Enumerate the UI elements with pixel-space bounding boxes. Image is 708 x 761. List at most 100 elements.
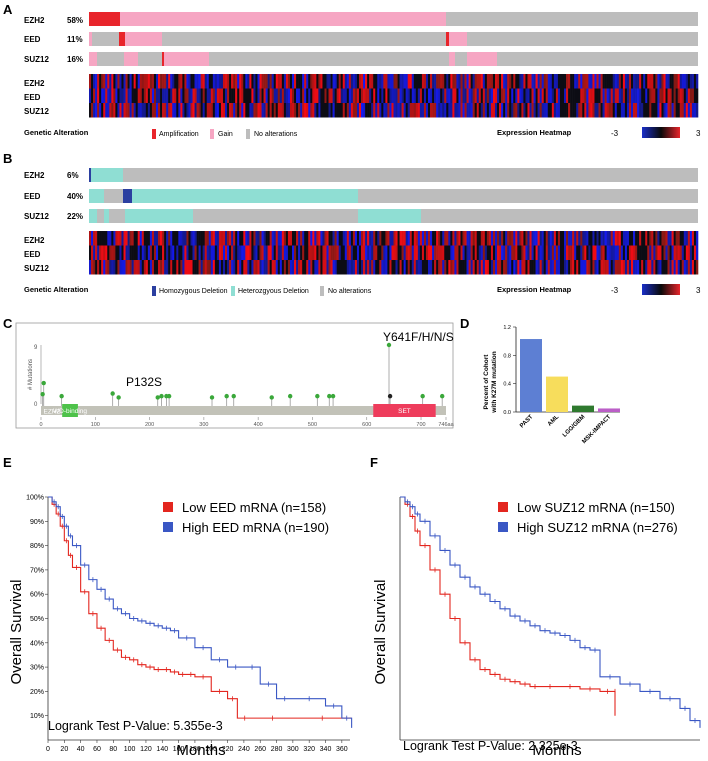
heatmap-cell — [438, 88, 441, 103]
panel-e: E Overall Survival Months 10%20%30%40%50… — [3, 455, 353, 759]
heatmap-cell — [411, 74, 415, 89]
heatmap-cell — [598, 103, 601, 118]
heatmap-cell — [458, 103, 461, 118]
legend-swatch-heterozygous-deletion — [231, 286, 235, 296]
heatmap-cell — [499, 74, 502, 89]
heatmap-cell — [616, 103, 620, 118]
heatmap-cell — [428, 103, 431, 118]
km-y-tick-label: 10% — [30, 713, 44, 720]
heatmap-cell — [411, 231, 415, 246]
heatmap-cell — [691, 245, 695, 260]
heatmap-cell — [257, 88, 260, 103]
heatmap-cell — [109, 74, 112, 89]
heatmap-cell — [669, 88, 672, 103]
heatmap-cell — [391, 74, 394, 89]
heatmap-cell — [251, 231, 254, 246]
heatmap-cell — [413, 74, 417, 89]
heatmap-cell — [300, 103, 303, 118]
heatmap-cell — [192, 245, 195, 260]
heatmap-cell — [691, 74, 695, 89]
heatmap-cell — [432, 88, 435, 103]
heatmap-cell — [247, 260, 250, 275]
heatmap-cell — [267, 74, 270, 89]
heatmap-cell — [352, 231, 356, 246]
heatmap-cell — [377, 231, 380, 246]
heatmap-cell — [484, 260, 488, 275]
heatmap-cell — [472, 231, 475, 246]
km-e-legend-swatch-high — [163, 522, 173, 532]
heatmap-cell — [289, 103, 293, 118]
heatmap-cell — [348, 245, 352, 260]
heatmap-cell — [482, 74, 486, 89]
heatmap-cell — [310, 74, 313, 89]
x-tick-label: 746aa — [438, 422, 454, 428]
heatmap-cell — [172, 260, 175, 275]
oncoprint-eed-gain — [89, 32, 92, 46]
heatmap-cell — [89, 231, 92, 246]
heatmap-cell — [639, 231, 642, 246]
lollipop-head — [209, 395, 215, 400]
heatmap-cell — [119, 245, 122, 260]
oncoprint-b — [89, 168, 698, 223]
heatmap-cell — [505, 231, 508, 246]
heatmap-cell — [300, 74, 303, 89]
heatmap-cell — [501, 103, 504, 118]
km-y-tick-label: 100% — [26, 495, 44, 502]
heatmap-cell — [687, 103, 691, 118]
heatmap-cell — [312, 103, 315, 118]
heatmap-cell — [586, 231, 589, 246]
heatmap-cell — [375, 74, 378, 89]
heatmap-cell — [229, 103, 232, 118]
heatmap-cell — [239, 88, 242, 103]
heatmap-cell — [462, 74, 465, 89]
heatmap-cell — [356, 260, 360, 275]
heatmap-cell — [622, 245, 626, 260]
heatmap-cell — [633, 245, 636, 260]
heatmap-cell — [265, 103, 268, 118]
heatmap-cell — [381, 260, 384, 275]
heatmap-cell — [139, 103, 143, 118]
heatmap-cell — [247, 245, 250, 260]
oncoprint-eed-amplification — [119, 32, 125, 46]
heatmap-cell — [310, 231, 313, 246]
heatmap-cell — [318, 88, 321, 103]
heatmap-cell — [582, 260, 585, 275]
heatmap-cell — [568, 231, 571, 246]
heatmap-cell — [555, 103, 559, 118]
heatmap-cell — [99, 74, 102, 89]
heatmap-cell — [695, 88, 699, 103]
heatmap-cell — [606, 88, 609, 103]
km-x-tick-label: 340 — [320, 746, 332, 753]
heatmap-cell — [478, 74, 482, 89]
heatmap-cell — [133, 88, 136, 103]
heatmap-cell — [210, 88, 214, 103]
heatmap-cell — [515, 74, 518, 89]
heatmap-cell — [559, 231, 563, 246]
heatmap-cell — [673, 245, 676, 260]
heatmap-cell — [492, 231, 496, 246]
heatmap-cell — [555, 88, 559, 103]
heatmap-scale-max-a: 3 — [696, 129, 701, 138]
heatmap-cell — [594, 103, 597, 118]
heatmap-cell — [354, 245, 358, 260]
heatmap-cell — [105, 103, 108, 118]
heatmap-cell — [549, 88, 553, 103]
heatmap-cell — [574, 260, 577, 275]
heatmap-cell — [673, 88, 676, 103]
heatmap-cell — [476, 74, 480, 89]
heatmap-cell — [430, 231, 433, 246]
heatmap-cell — [113, 231, 116, 246]
heatmap-cell — [395, 88, 398, 103]
heatmap-cell — [255, 231, 258, 246]
heatmap-cell — [129, 260, 132, 275]
heatmap-cell — [123, 74, 126, 89]
heatmap-cell — [631, 231, 634, 246]
heatmap-cell — [162, 103, 165, 118]
heatmap-cell — [202, 103, 206, 118]
lollipop-head — [116, 395, 121, 400]
heatmap-cell — [121, 74, 124, 89]
heatmap-cell — [519, 260, 522, 275]
heatmap-cell — [527, 245, 530, 260]
heatmap-cell — [460, 103, 463, 118]
